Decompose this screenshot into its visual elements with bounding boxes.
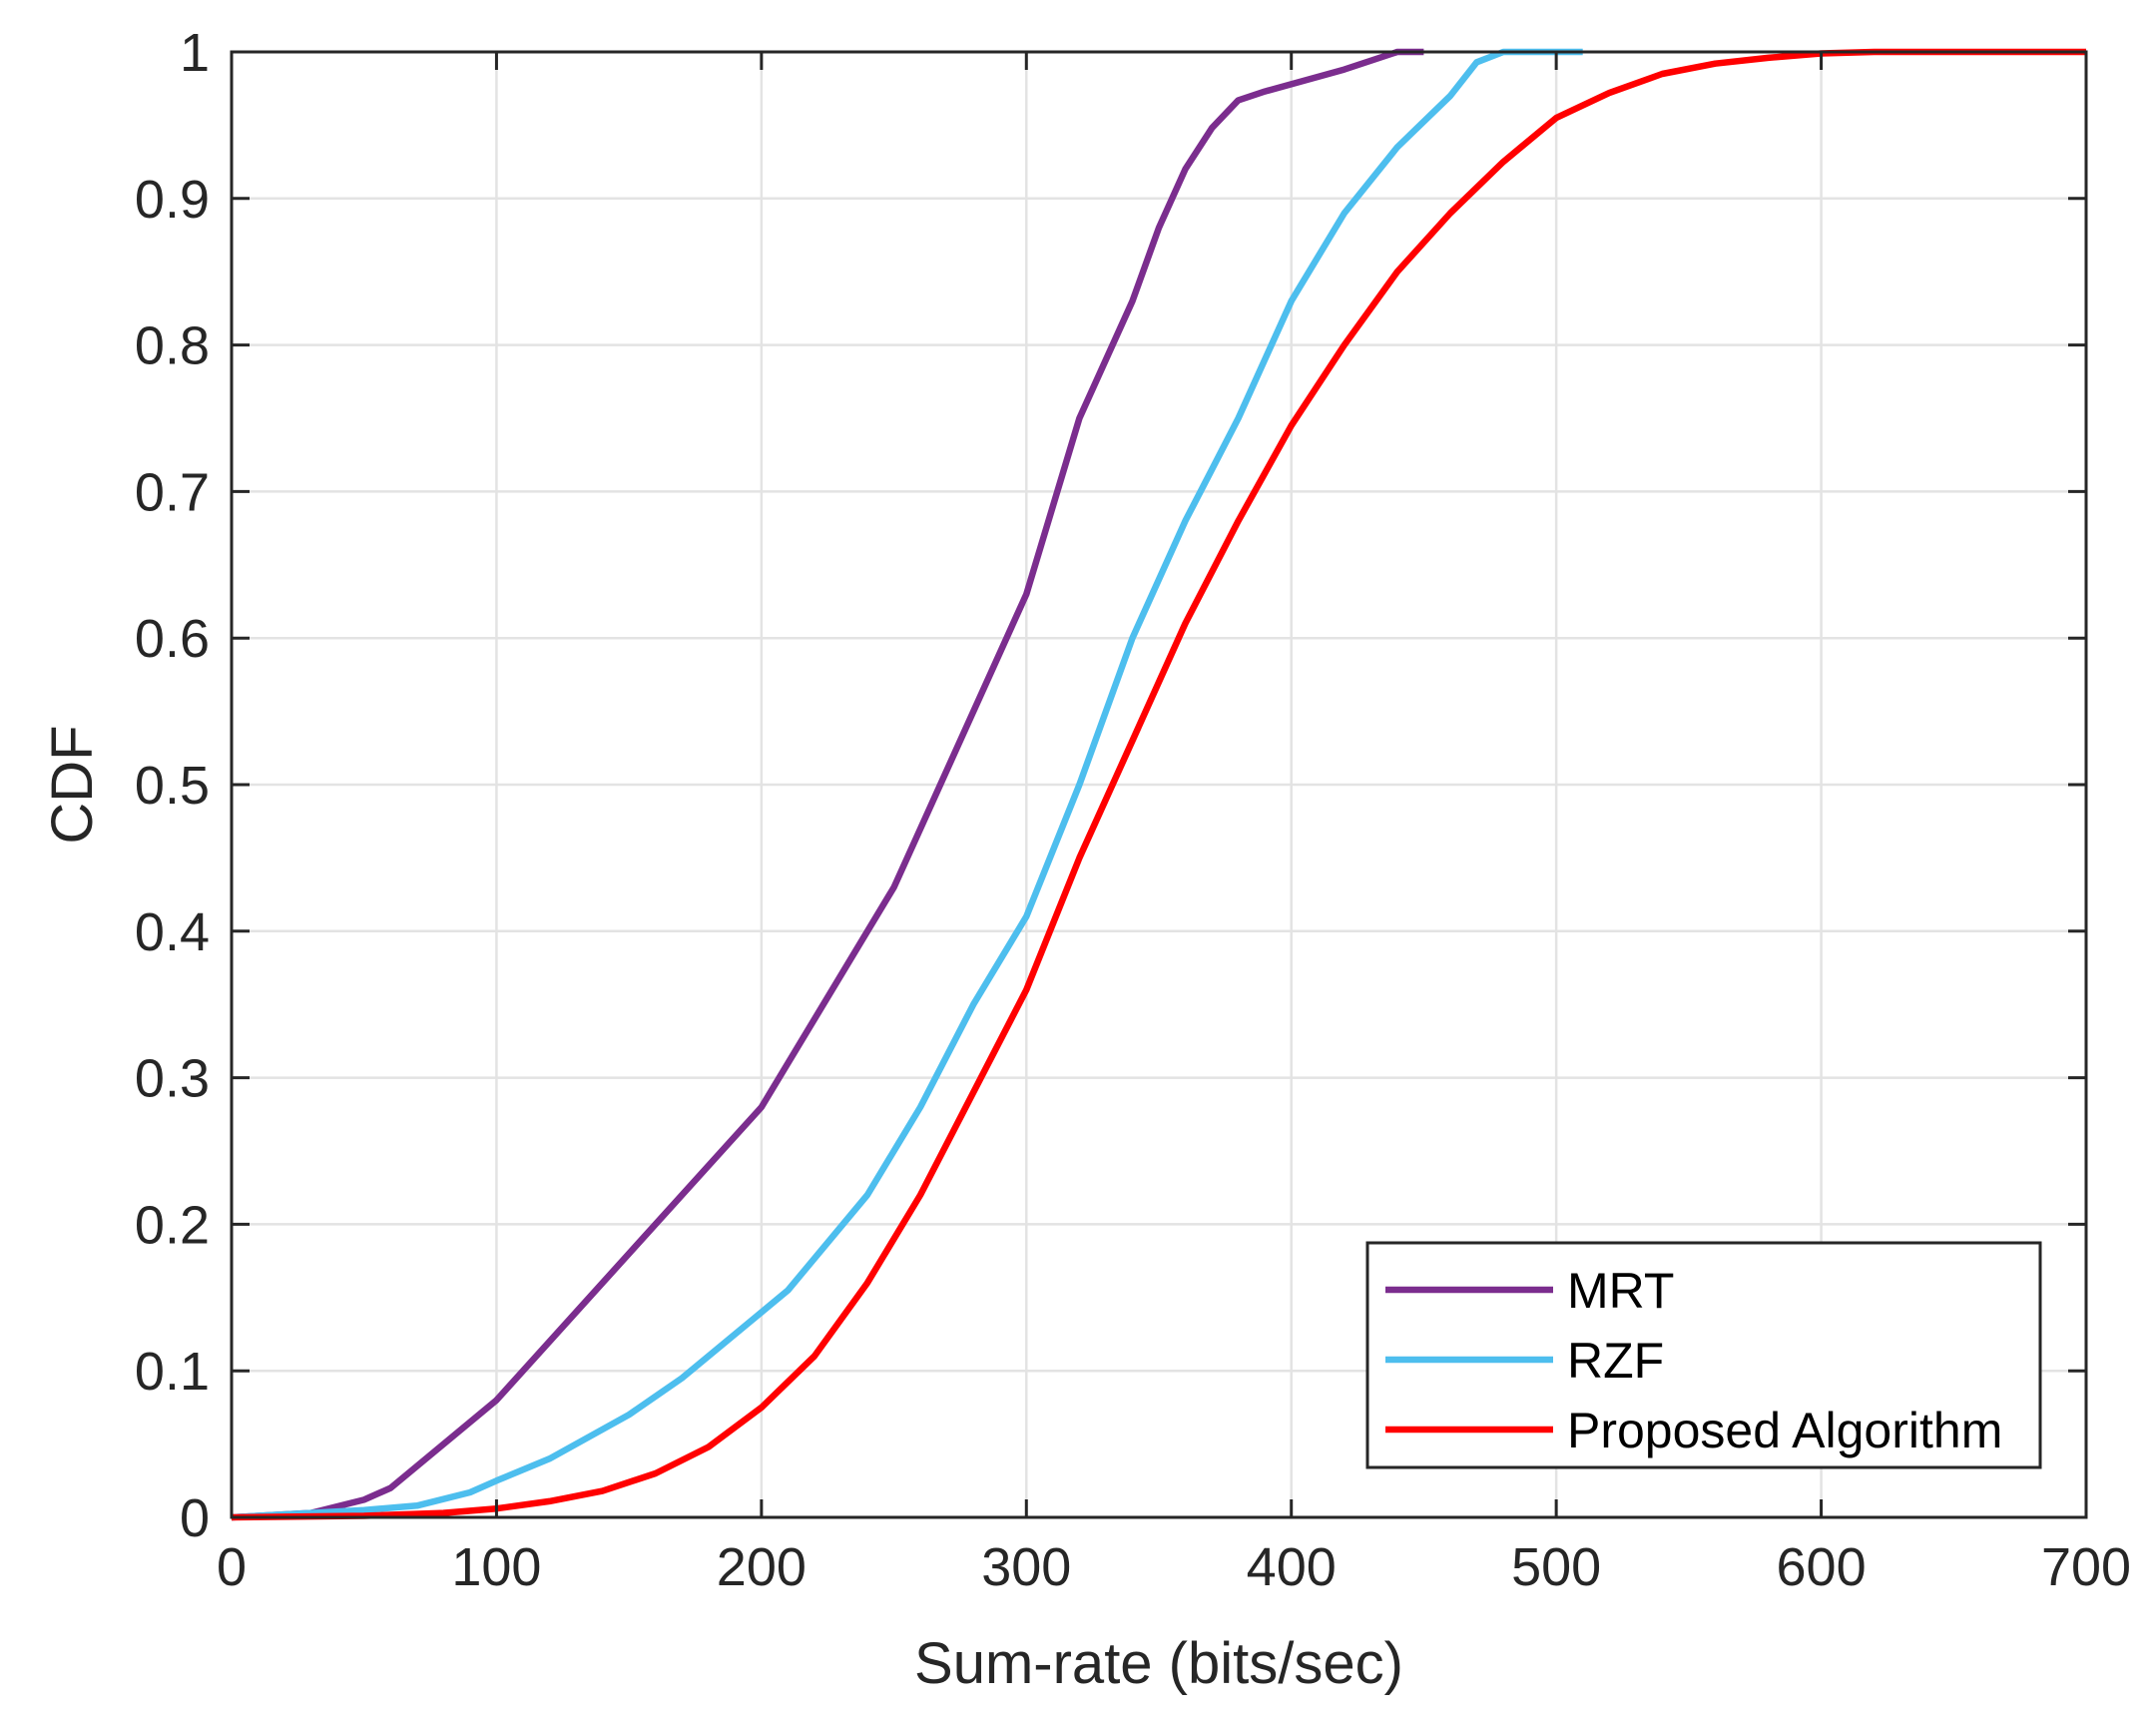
y-tick-label: 0.6 — [135, 609, 210, 669]
x-tick-label: 400 — [1247, 1537, 1337, 1597]
x-axis-title: Sum-rate (bits/sec) — [914, 1631, 1403, 1696]
legend-label-proposed-algorithm: Proposed Algorithm — [1567, 1403, 2002, 1458]
legend-label-mrt: MRT — [1567, 1263, 1674, 1319]
x-tick-label: 100 — [451, 1537, 541, 1597]
x-tick-label: 0 — [217, 1537, 247, 1597]
y-tick-label: 1 — [180, 23, 210, 83]
x-tick-label: 500 — [1511, 1537, 1601, 1597]
x-tick-label: 200 — [717, 1537, 807, 1597]
x-tick-label: 700 — [2041, 1537, 2131, 1597]
y-tick-labels: 0 0.1 0.2 0.3 0.4 0.5 0.6 0.7 0.8 0.9 1 — [135, 23, 210, 1548]
y-tick-label: 0 — [180, 1488, 210, 1548]
x-tick-label: 600 — [1777, 1537, 1867, 1597]
y-tick-label: 0.8 — [135, 316, 210, 376]
y-tick-label: 0.4 — [135, 902, 210, 962]
y-tick-label: 0.1 — [135, 1342, 210, 1402]
series-line-proposed-algorithm — [231, 48, 2086, 1521]
series-line-mrt — [231, 48, 1424, 1521]
tick-marks — [230, 50, 2088, 1519]
series-line-rzf — [231, 48, 1583, 1521]
y-tick-label: 0.7 — [135, 462, 210, 522]
legend: MRT RZF Proposed Algorithm — [1365, 1241, 2042, 1469]
y-tick-label: 0.2 — [135, 1195, 210, 1255]
y-tick-label: 0.5 — [135, 756, 210, 816]
x-tick-label: 300 — [981, 1537, 1071, 1597]
legend-label-rzf: RZF — [1567, 1333, 1664, 1389]
y-tick-label: 0.3 — [135, 1049, 210, 1109]
y-axis-title: CDF — [40, 725, 105, 844]
y-tick-label: 0.9 — [135, 170, 210, 230]
series-layer — [231, 48, 2086, 1521]
x-tick-labels: 0 100 200 300 400 500 600 700 — [217, 1537, 2131, 1597]
